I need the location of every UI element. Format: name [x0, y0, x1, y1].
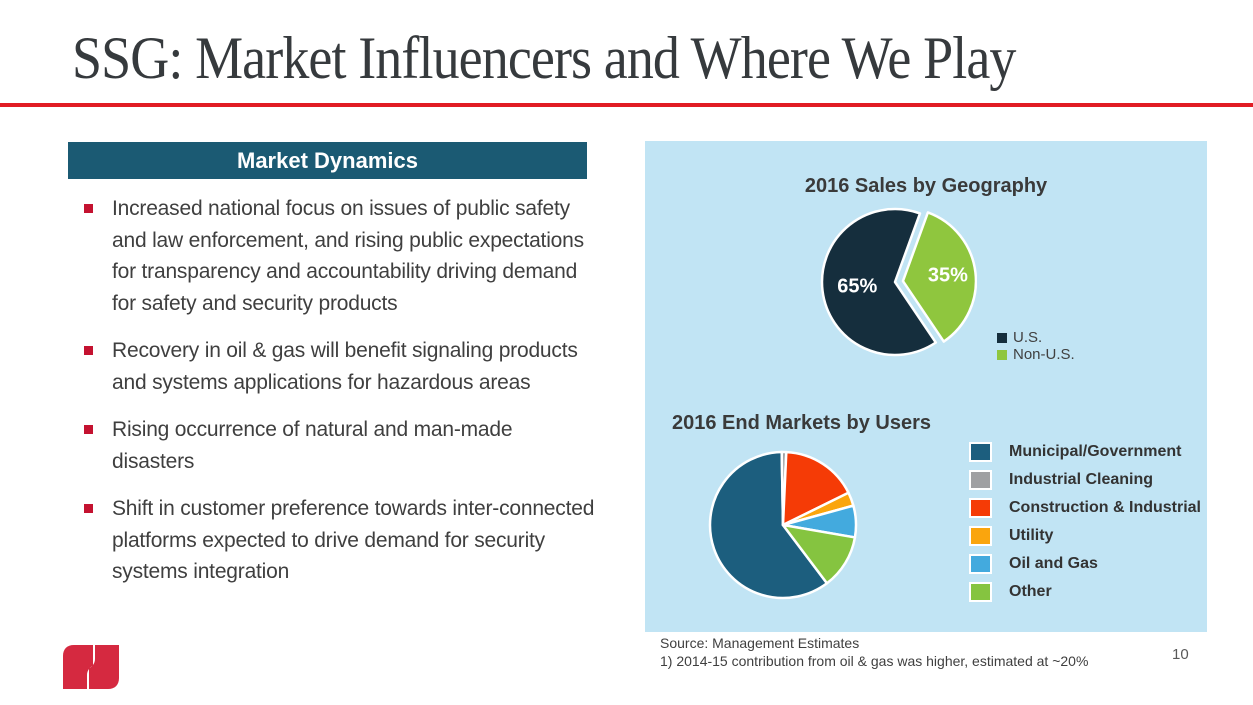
- end-markets-legend: Municipal/Government Industrial Cleaning C…: [969, 442, 1201, 610]
- legend-label: Industrial Cleaning: [1009, 471, 1154, 488]
- legend-label: Other: [1009, 583, 1052, 600]
- title-divider-rule: [0, 103, 1253, 107]
- end-markets-chart-title: 2016 End Markets by Users: [672, 412, 932, 434]
- market-dynamics-header: Market Dynamics: [68, 142, 587, 179]
- legend-item-municipal-government: Municipal/Government: [969, 442, 1201, 462]
- legend-item-utility: Utility: [969, 526, 1201, 546]
- legend-swatch: [969, 526, 992, 546]
- legend-swatch: [997, 349, 1007, 360]
- legend-label: Municipal/Government: [1009, 443, 1182, 460]
- pie-slice-municipal-government: [708, 450, 829, 600]
- pie-data-label: 35%: [928, 265, 968, 287]
- legend-item-non-u-s-: Non-U.S.: [997, 346, 1075, 363]
- legend-swatch: [969, 442, 992, 462]
- legend-swatch: [969, 582, 992, 602]
- legend-label: Non-U.S.: [1013, 346, 1075, 363]
- legend-swatch: [997, 332, 1007, 343]
- bullet-text: Rising occurrence of natural and man-mad…: [112, 418, 513, 473]
- charts-panel: 2016 Sales by Geography 65% 35% U.S. Non-U…: [645, 141, 1207, 632]
- market-dynamics-header-label: Market Dynamics: [237, 147, 418, 173]
- pie-slice-other: [781, 523, 857, 585]
- legend-swatch: [969, 554, 992, 574]
- sales-geography-chart-title: 2016 Sales by Geography: [804, 175, 1048, 197]
- bullet-text: Recovery in oil & gas will benefit signa…: [112, 339, 578, 394]
- pie-data-label: 65%: [837, 276, 877, 298]
- end-markets-pie-chart: [708, 450, 858, 600]
- source-note: Source: Management Estimates 1) 2014-15 …: [660, 634, 1088, 670]
- bullet-text: Shift in customer preference towards int…: [112, 497, 595, 583]
- legend-label: Construction & Industrial: [1009, 499, 1201, 516]
- legend-item-other: Other: [969, 582, 1201, 602]
- market-dynamics-bullet-list: Increased national focus on issues of pu…: [82, 193, 598, 604]
- sales-geography-legend: U.S. Non-U.S.: [997, 329, 1075, 363]
- legend-swatch: [969, 498, 992, 518]
- legend-label: U.S.: [1013, 329, 1043, 346]
- legend-item-construction-industrial: Construction & Industrial: [969, 498, 1201, 518]
- bullet-text: Increased national focus on issues of pu…: [112, 197, 584, 315]
- pie-slice-construction-industrial: [781, 450, 850, 527]
- legend-item-industrial-cleaning: Industrial Cleaning: [969, 470, 1201, 490]
- legend-item-u-s-: U.S.: [997, 329, 1075, 346]
- pie-slice-non-u-s-: [901, 211, 977, 343]
- source-line: Source: Management Estimates: [660, 635, 860, 651]
- legend-label: Utility: [1009, 527, 1054, 544]
- bullet-item: Increased national focus on issues of pu…: [82, 193, 598, 319]
- federal-signal-fs-logo-icon: [63, 645, 119, 689]
- bullet-item: Recovery in oil & gas will benefit signa…: [82, 335, 598, 398]
- bullet-item: Rising occurrence of natural and man-mad…: [82, 414, 598, 477]
- legend-label: Oil and Gas: [1009, 555, 1098, 572]
- slide-title: SSG: Market Influencers and Where We Pla…: [72, 25, 1016, 91]
- page-number: 10: [1172, 646, 1189, 663]
- legend-item-oil-and-gas: Oil and Gas: [969, 554, 1201, 574]
- bullet-item: Shift in customer preference towards int…: [82, 493, 598, 588]
- sales-geography-pie-chart: 65% 35%: [820, 207, 977, 357]
- footnote-line: 1) 2014-15 contribution from oil & gas w…: [660, 653, 1089, 669]
- legend-swatch: [969, 470, 992, 490]
- pie-slice-u-s-: [820, 207, 938, 357]
